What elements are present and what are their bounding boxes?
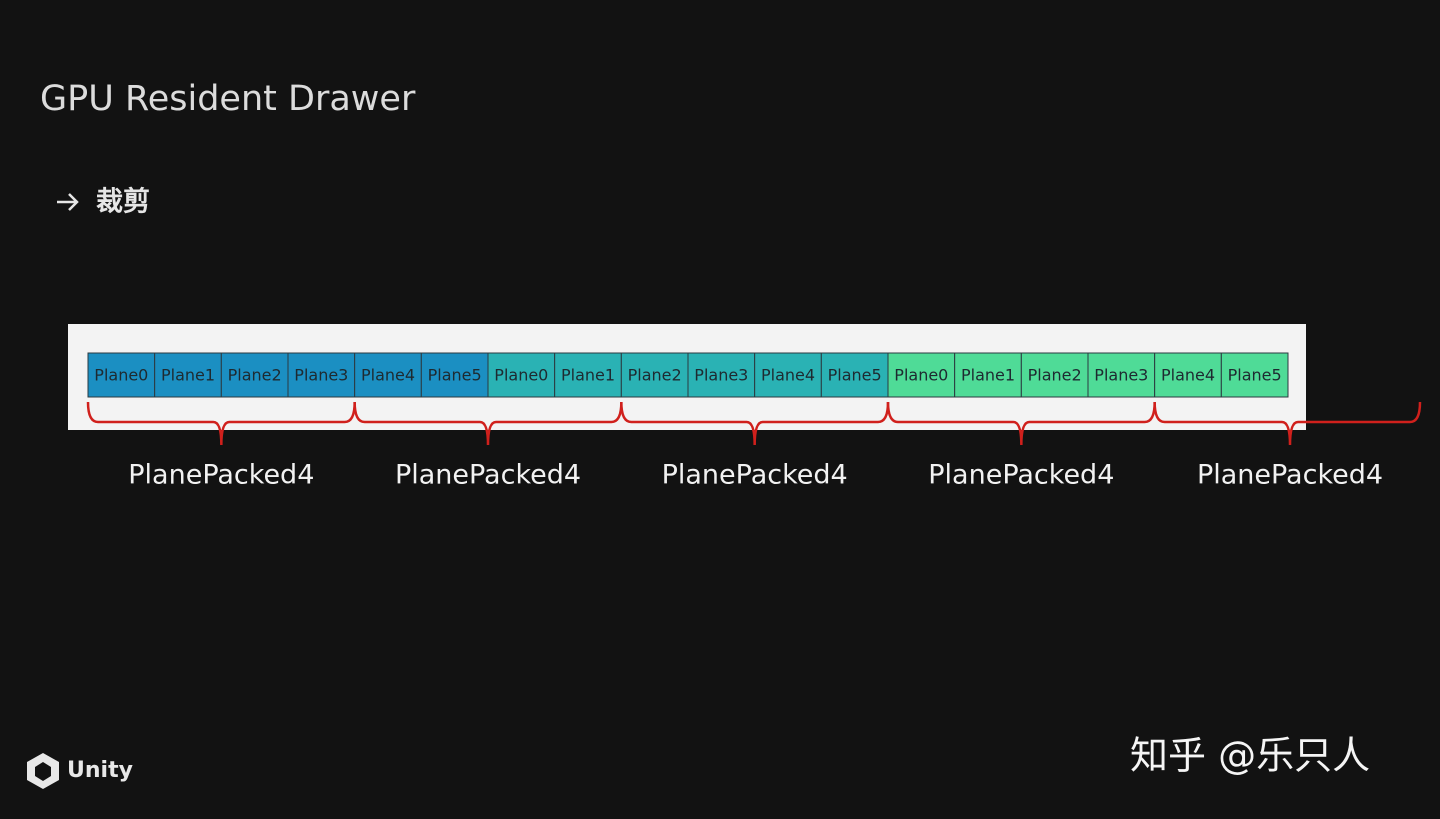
plane-label: Plane1 bbox=[961, 366, 1015, 385]
plane-label: Plane2 bbox=[1028, 366, 1082, 385]
plane-label: Plane1 bbox=[161, 366, 215, 385]
watermark: 知乎 @乐只人 bbox=[1130, 734, 1370, 778]
group-label: PlanePacked4 bbox=[1197, 460, 1383, 491]
plane-cell bbox=[820, 352, 889, 398]
plane-label: Plane1 bbox=[561, 366, 615, 385]
plane-cell bbox=[954, 352, 1022, 398]
plane-cell bbox=[687, 352, 756, 398]
unity-logo: Unity bbox=[27, 753, 133, 789]
group-label: PlanePacked4 bbox=[395, 460, 581, 491]
plane-label: Plane0 bbox=[494, 366, 548, 385]
plane-cell bbox=[87, 352, 156, 398]
group-label: PlanePacked4 bbox=[128, 460, 314, 491]
plane-cell bbox=[620, 352, 689, 398]
plane-label: Plane3 bbox=[694, 366, 748, 385]
plane-cell bbox=[154, 352, 222, 398]
plane-label: Plane0 bbox=[894, 366, 948, 385]
plane-cell bbox=[1154, 352, 1222, 398]
group-label: PlanePacked4 bbox=[928, 460, 1114, 491]
slide-title: GPU Resident Drawer bbox=[40, 79, 416, 119]
group-brace bbox=[86, 401, 356, 446]
group-label: PlanePacked4 bbox=[662, 460, 848, 491]
plane-label: Plane4 bbox=[361, 366, 415, 385]
group-brace bbox=[353, 401, 623, 446]
plane-cell bbox=[220, 352, 289, 398]
plane-label: Plane3 bbox=[1094, 366, 1148, 385]
plane-label: Plane5 bbox=[1228, 366, 1282, 385]
group-brace bbox=[886, 401, 1156, 446]
bullet-text: 裁剪 bbox=[96, 186, 150, 218]
plane-label: Plane2 bbox=[628, 366, 682, 385]
plane-cell bbox=[487, 352, 556, 398]
plane-label: Plane3 bbox=[294, 366, 348, 385]
plane-cell bbox=[287, 352, 356, 398]
plane-cell bbox=[1020, 352, 1089, 398]
plane-cell bbox=[754, 352, 822, 398]
plane-label: Plane0 bbox=[94, 366, 148, 385]
plane-label: Plane4 bbox=[1161, 366, 1215, 385]
plane-label: Plane5 bbox=[828, 366, 882, 385]
plane-cell bbox=[354, 352, 422, 398]
plane-label: Plane5 bbox=[428, 366, 482, 385]
plane-cell bbox=[420, 352, 489, 398]
plane-cell bbox=[1220, 352, 1289, 398]
plane-cell bbox=[554, 352, 622, 398]
logo-text: Unity bbox=[67, 758, 133, 783]
group-brace bbox=[1153, 401, 1422, 446]
logo-icon-inner bbox=[35, 762, 51, 781]
plane-cell bbox=[887, 352, 956, 398]
bullet-arrow bbox=[57, 193, 79, 211]
plane-label: Plane4 bbox=[761, 366, 815, 385]
plane-label: Plane2 bbox=[228, 366, 282, 385]
plane-cell bbox=[1087, 352, 1156, 398]
group-brace bbox=[620, 401, 890, 446]
